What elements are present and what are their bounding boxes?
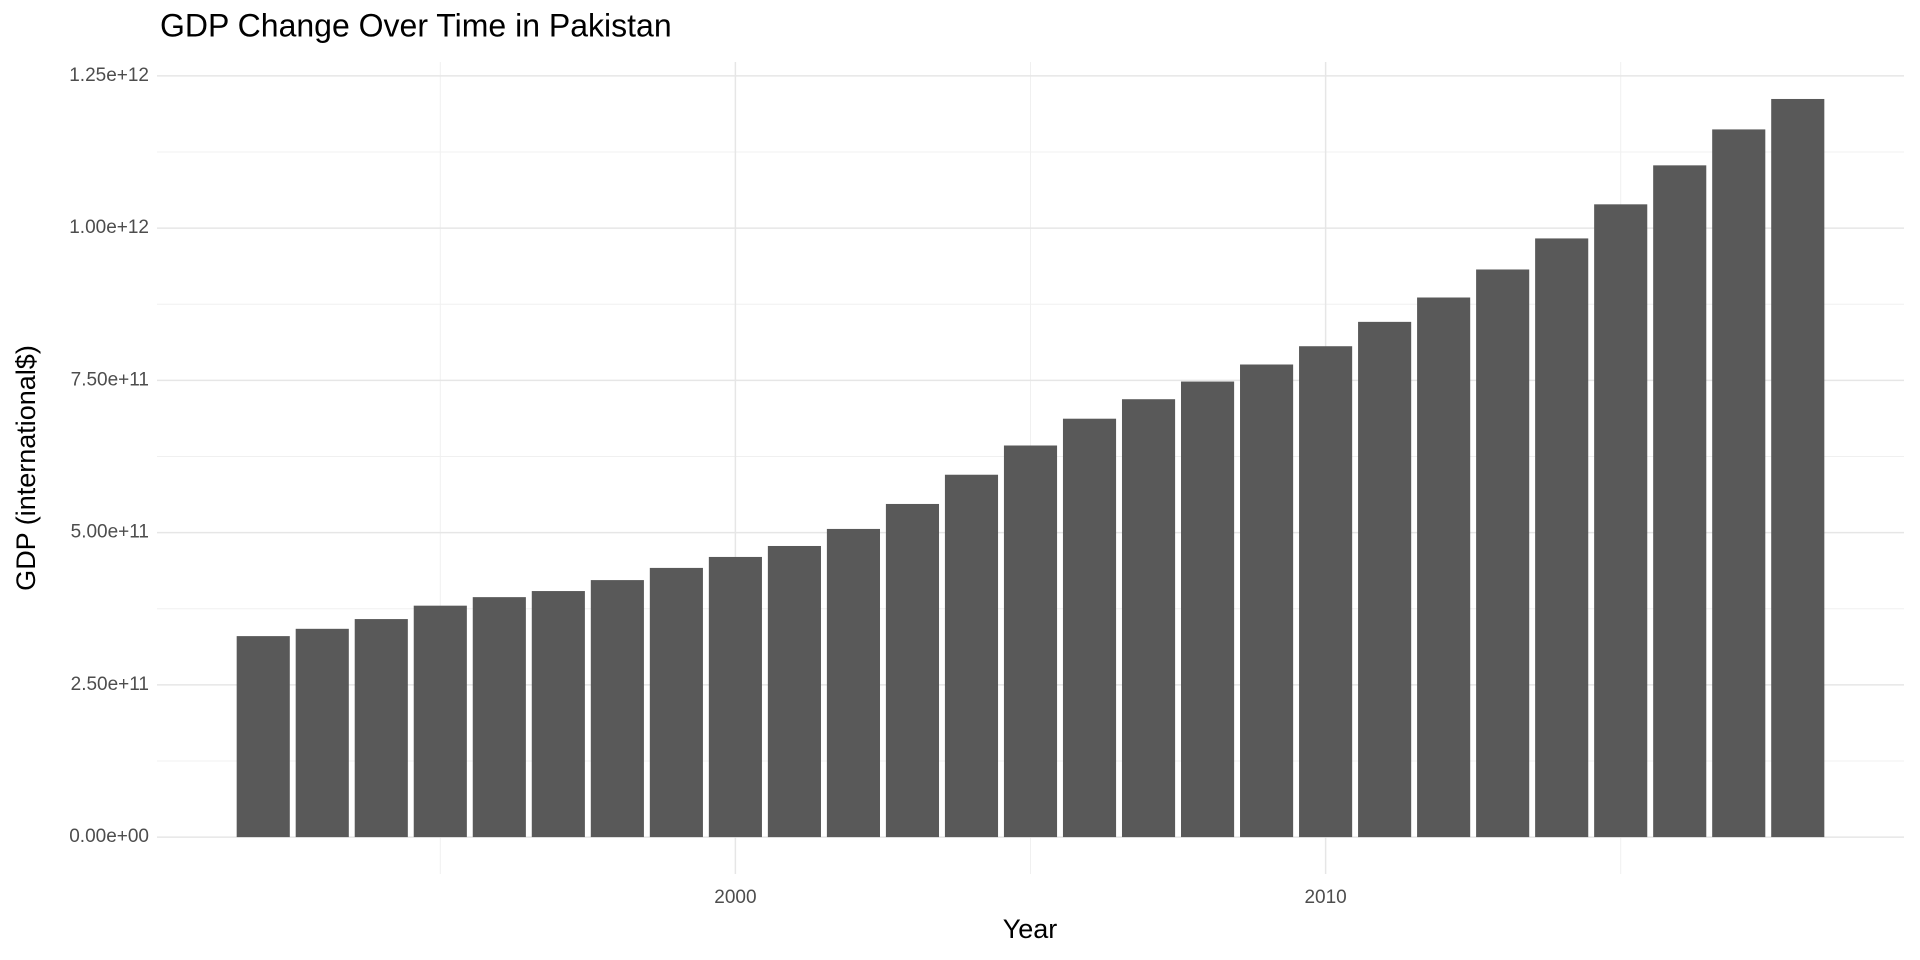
bar	[1417, 297, 1471, 838]
y-tick-label: 7.50e+11	[71, 369, 149, 390]
bar	[649, 567, 703, 838]
bar	[1771, 98, 1825, 838]
bar	[1594, 204, 1648, 838]
bar	[1535, 238, 1589, 838]
bar	[885, 503, 940, 838]
y-tick-label: 1.25e+12	[69, 65, 149, 86]
bar	[944, 474, 999, 838]
chart-title: GDP Change Over Time in Pakistan	[160, 7, 672, 43]
y-tick-label: 2.50e+11	[71, 674, 149, 695]
bar	[295, 628, 349, 838]
x-axis-title: Year	[1003, 914, 1058, 944]
bar	[1712, 129, 1766, 838]
x-tick-label: 2010	[1304, 887, 1346, 908]
bar	[472, 597, 526, 838]
bar	[1240, 364, 1294, 838]
y-tick-label: 1.00e+12	[69, 217, 149, 238]
y-tick-label: 5.00e+11	[71, 522, 149, 543]
bar	[1121, 399, 1176, 838]
bar	[1181, 381, 1235, 838]
bar	[413, 605, 467, 838]
y-axis-title: GDP (international$)	[11, 345, 41, 591]
bar	[1476, 269, 1530, 838]
bar	[1653, 165, 1707, 838]
bar	[590, 580, 644, 838]
bar	[1358, 321, 1412, 838]
bar	[1003, 445, 1058, 838]
bar	[1062, 418, 1117, 838]
bar	[354, 619, 408, 838]
bar	[1299, 346, 1353, 838]
bar	[767, 545, 821, 838]
bar	[236, 636, 290, 838]
bar	[708, 556, 762, 838]
bar	[826, 528, 880, 838]
y-tick-label: 0.00e+00	[69, 826, 149, 847]
x-tick-label: 2000	[714, 887, 756, 908]
bar	[531, 591, 585, 838]
